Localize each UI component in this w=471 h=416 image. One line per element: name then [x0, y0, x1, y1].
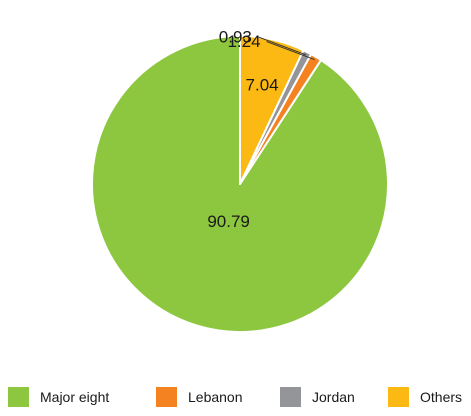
data-label-others: 7.04 [246, 75, 279, 94]
legend-swatch-others [388, 387, 409, 407]
data-label-lebanon: 1.24 [227, 32, 260, 51]
legend-label-jordan: Jordan [312, 389, 355, 405]
leader-line-lebanon [266, 41, 315, 61]
legend-label-major-eight: Major eight [40, 389, 109, 405]
legend-swatch-jordan [280, 387, 301, 407]
legend-swatch-major-eight [8, 387, 29, 407]
leader-line-jordan [257, 36, 307, 56]
legend-label-others: Others [420, 389, 462, 405]
data-label-major-eight: 90.79 [207, 212, 250, 231]
data-label-jordan: 0.93 [219, 27, 252, 46]
legend-label-lebanon: Lebanon [188, 389, 243, 405]
pie-slice-others [239, 35, 305, 185]
legend-swatch-lebanon [156, 387, 177, 407]
